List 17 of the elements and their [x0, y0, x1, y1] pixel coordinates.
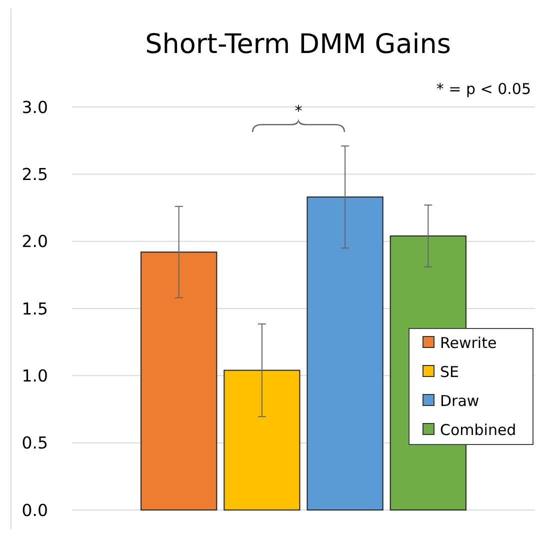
y-tick-label: 1.5	[22, 299, 48, 318]
chart-title: Short-Term DMM Gains	[145, 29, 451, 60]
y-tick-label: 2.5	[22, 164, 48, 184]
legend-label: Rewrite	[440, 334, 497, 352]
y-tick-label: 0.5	[22, 434, 48, 453]
bar	[140, 252, 218, 510]
bar	[306, 196, 384, 510]
y-tick-label: 3.0	[22, 98, 48, 117]
y-tick-label: 1.0	[22, 366, 48, 386]
text: * = p < 0.05	[436, 80, 531, 98]
legend-label: Combined	[440, 420, 516, 439]
legend-label: SE	[440, 362, 459, 381]
y-tick-label: 0.0	[22, 500, 48, 520]
legend-label: Draw	[440, 392, 480, 410]
bar	[224, 370, 300, 510]
y-tick-label: 2.0	[22, 232, 48, 252]
annotation: *	[294, 102, 303, 120]
